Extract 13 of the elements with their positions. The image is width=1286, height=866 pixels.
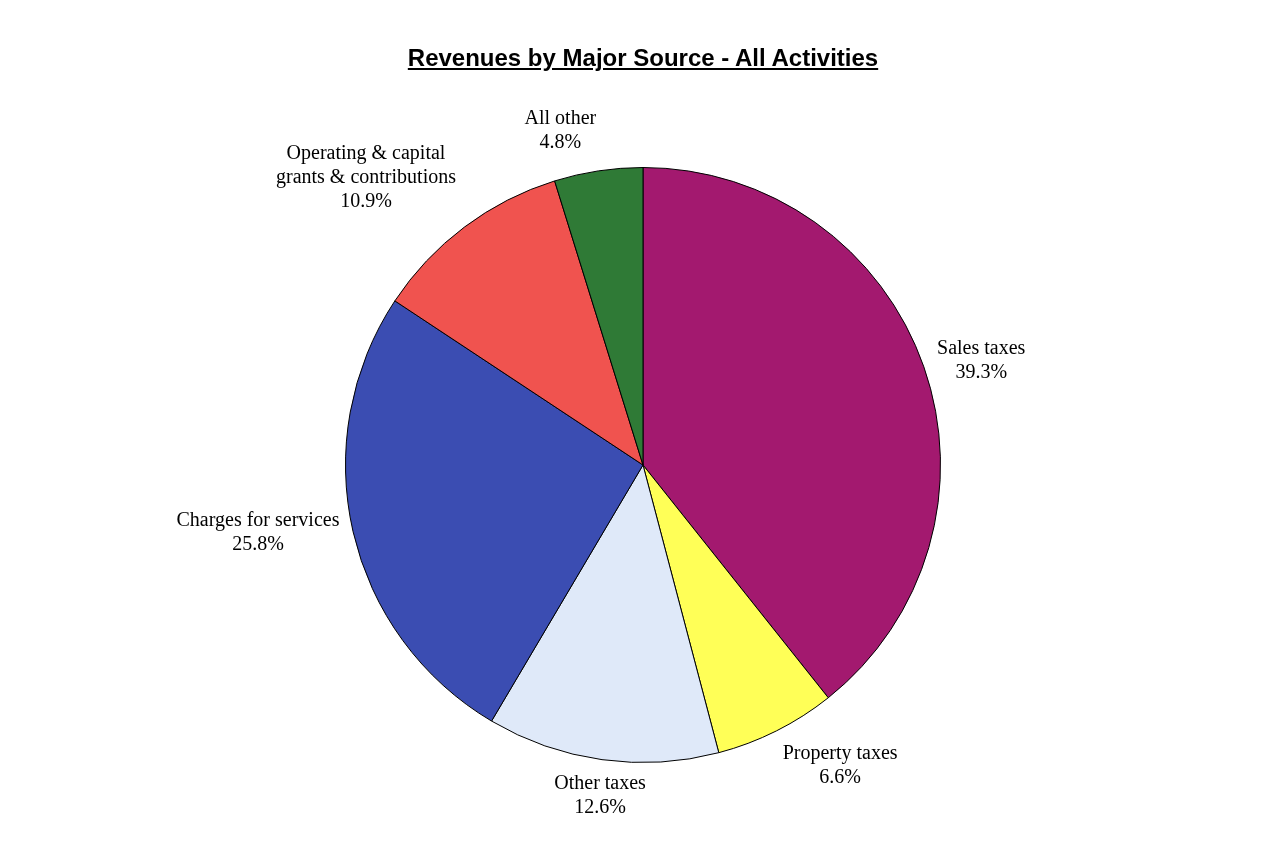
data-label: 6.6% (819, 764, 861, 787)
slice-label: All other (524, 106, 597, 129)
slice-label: Sales taxes (937, 335, 1026, 358)
slice-label: Operating & capital grants & contributions (275, 141, 457, 189)
data-label: 12.6% (574, 794, 626, 817)
slice-label: Property taxes (782, 740, 898, 764)
data-label: 25.8% (232, 532, 284, 555)
data-label: 4.8% (539, 130, 582, 153)
chart-title: Revenues by Major Source - All Activities (406, 44, 880, 72)
data-label: 39.3% (955, 359, 1008, 382)
slice-label: Other taxes (554, 770, 647, 793)
data-label: 10.9% (340, 189, 392, 212)
slice-label: Charges for services (176, 508, 340, 532)
